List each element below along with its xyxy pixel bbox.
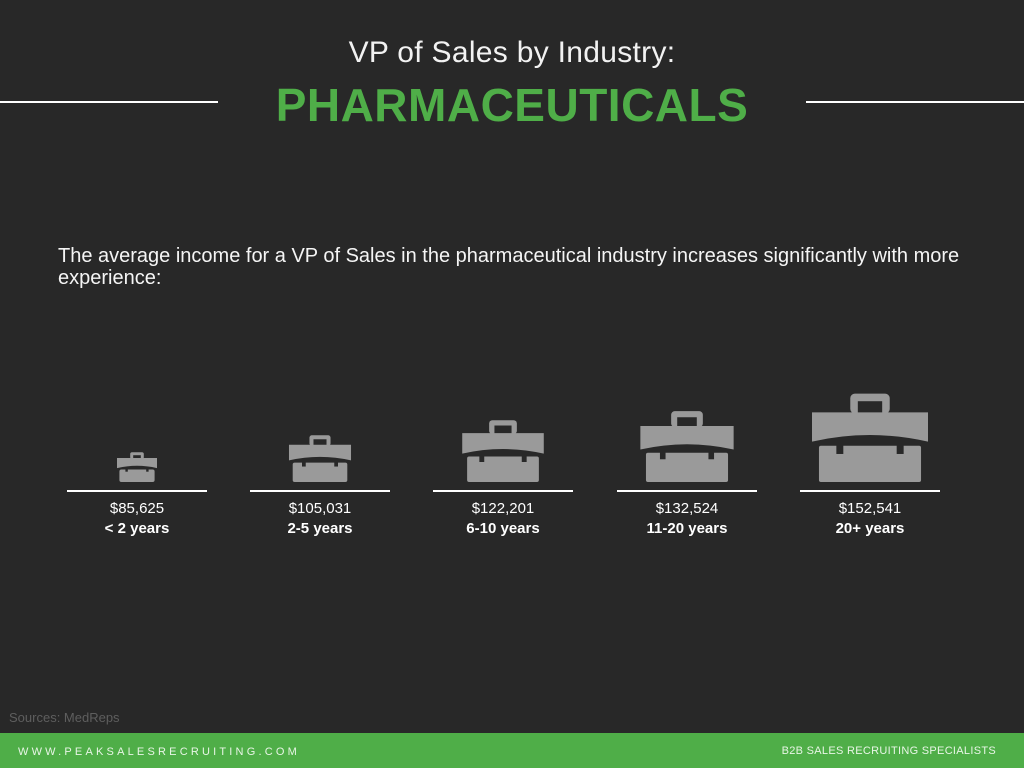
briefcase-icon	[812, 393, 928, 482]
briefcase-icon	[288, 435, 352, 482]
briefcase-icon	[117, 452, 157, 482]
value-label: $132,524	[656, 500, 719, 517]
briefcase-icon	[462, 420, 544, 482]
category-baseline	[800, 490, 940, 492]
title-divider-right	[806, 101, 1024, 103]
category-baseline	[617, 490, 757, 492]
briefcase-icon	[640, 411, 734, 482]
category-baseline	[433, 490, 573, 492]
category-label: 20+ years	[836, 520, 905, 537]
category-label: 11-20 years	[647, 520, 728, 537]
source-note: Sources: MedReps	[9, 710, 120, 725]
footer-website-link[interactable]: WWW.PEAKSALESRECRUITING.COM	[18, 746, 300, 758]
value-label: $152,541	[839, 500, 902, 517]
salary-chart: $85,625 < 2 years $105,031 2-5 years $122,20…	[67, 393, 940, 537]
footer-bar: WWW.PEAKSALESRECRUITING.COM B2B SALES RE…	[0, 733, 1024, 768]
category-label: 6-10 years	[466, 520, 539, 537]
category-baseline	[67, 490, 207, 492]
title-heading: VP of Sales by Industry:	[348, 36, 676, 69]
title-divider-left	[0, 101, 218, 103]
category-baseline	[250, 490, 390, 492]
value-label: $85,625	[110, 500, 164, 517]
intro-text: The average income for a VP of Sales in …	[58, 245, 960, 289]
industry-heading: PHARMACEUTICALS	[275, 79, 749, 131]
category-label: < 2 years	[105, 520, 170, 537]
category-label: 2-5 years	[287, 520, 352, 537]
value-label: $122,201	[472, 500, 535, 517]
value-label: $105,031	[289, 500, 352, 517]
footer-tagline: B2B SALES RECRUITING SPECIALISTS	[781, 745, 996, 757]
